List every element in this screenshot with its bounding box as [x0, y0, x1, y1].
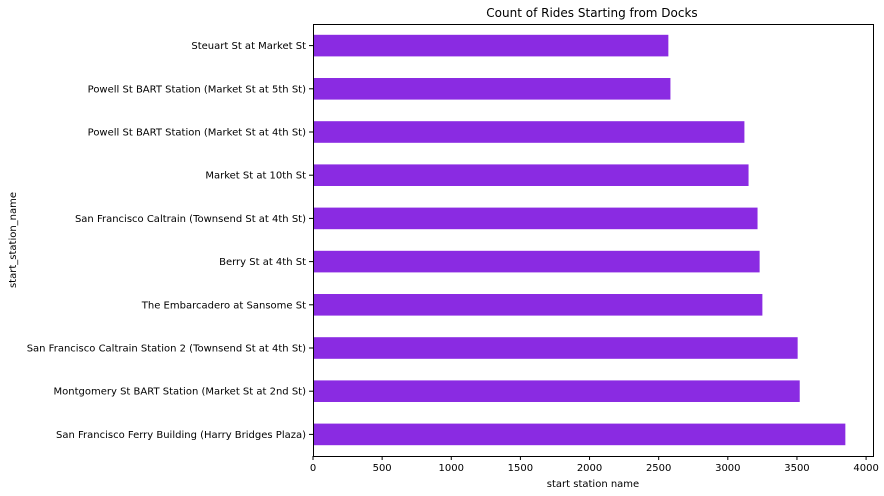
x-tick-label: 2000	[577, 463, 602, 474]
bar	[313, 250, 760, 273]
x-tick-label: 1000	[439, 463, 464, 474]
y-tick-label: San Francisco Caltrain (Townsend St at 4…	[75, 214, 306, 225]
bar	[313, 164, 749, 186]
bars-layer	[313, 34, 846, 446]
x-tick-label: 500	[373, 463, 392, 474]
y-tick-label: Berry St at 4th St	[219, 257, 306, 268]
bar	[313, 207, 758, 230]
bar	[313, 380, 800, 402]
bar	[313, 121, 745, 143]
y-tick-label: Powell St BART Station (Market St at 5th…	[88, 84, 306, 95]
plot-frame	[313, 24, 874, 457]
x-tick-labels: 0 500 1000 1500 2000 2500 3000 3500 4000	[310, 456, 879, 474]
bar	[313, 294, 763, 316]
y-tick-label: Powell St BART Station (Market St at 4th…	[88, 128, 306, 139]
x-axis-label: start station name	[547, 479, 639, 490]
y-tick-label: San Francisco Ferry Building (Harry Brid…	[56, 430, 306, 441]
x-tick-label: 4000	[853, 463, 878, 474]
y-tick-label: Montgomery St BART Station (Market St at…	[54, 387, 307, 398]
y-tick-label: Steuart St at Market St	[191, 41, 306, 52]
x-tick-label: 3500	[784, 463, 809, 474]
x-tick-label: 3000	[715, 463, 740, 474]
x-tick-label: 2500	[646, 463, 671, 474]
bar	[313, 34, 669, 57]
x-tick-label: 1500	[508, 463, 533, 474]
bar	[313, 423, 846, 446]
y-axis-label: start_station_name	[8, 192, 19, 288]
bar	[313, 78, 671, 100]
y-tick-labels: Steuart St at Market St Powell St BART St…	[27, 41, 313, 441]
y-tick-label: Market St at 10th St	[205, 171, 306, 182]
chart-title: Count of Rides Starting from Docks	[486, 6, 697, 20]
y-tick-label: San Francisco Caltrain Station 2 (Townse…	[27, 344, 306, 355]
bar	[313, 337, 798, 359]
x-tick-label: 0	[310, 463, 316, 474]
y-tick-label: The Embarcadero at Sansome St	[141, 300, 306, 311]
